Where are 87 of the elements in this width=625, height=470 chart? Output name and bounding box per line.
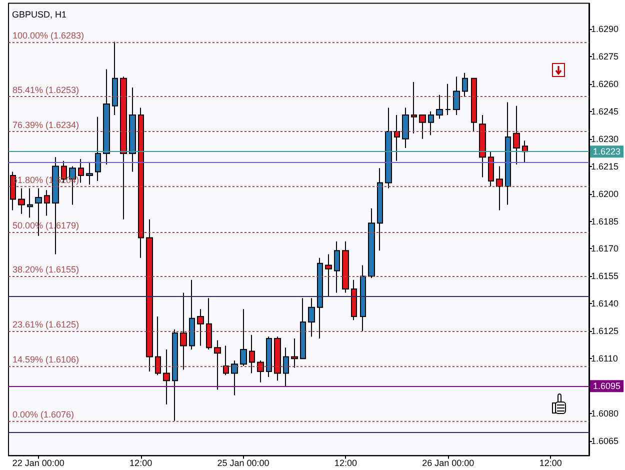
candlestick <box>351 279 357 321</box>
ref-line-label: 100.00% (1.6283) <box>12 30 84 40</box>
candlestick <box>411 82 417 134</box>
candlestick <box>283 347 289 387</box>
candlestick <box>488 151 494 187</box>
candlestick <box>172 328 178 422</box>
y-tick-label: 1.6245 <box>591 106 619 116</box>
y-tick-label: 1.6200 <box>591 188 619 199</box>
ref-line-label: 85.41% (1.6253) <box>12 85 80 96</box>
candlestick <box>155 316 161 376</box>
y-tick-label: 1.6230 <box>591 134 619 144</box>
candlestick <box>513 105 520 165</box>
x-tick-label: 26 Jan 00:00 <box>422 458 474 468</box>
x-tick-label: 12:00 <box>539 458 562 468</box>
ref-line-label: 38.20% (1.6155) <box>12 264 80 275</box>
candlestick <box>27 188 33 218</box>
candlestick <box>522 140 528 164</box>
y-tick-label: 1.6065 <box>591 436 619 446</box>
x-tick-label: 25 Jan 00:00 <box>217 458 270 468</box>
ref-line-label: 1.6095 <box>593 381 621 392</box>
candlestick <box>300 298 306 360</box>
candlestick <box>206 298 212 350</box>
candlestick <box>197 308 204 346</box>
candlestick <box>231 360 238 396</box>
candlestick <box>496 166 503 211</box>
candlestick <box>249 334 255 374</box>
candlestick <box>78 158 84 184</box>
candlestick <box>479 114 486 178</box>
ref-line-label: 23.61% (1.6125) <box>12 320 80 330</box>
candlestick <box>462 72 468 98</box>
candlestick <box>325 254 332 297</box>
candlestick <box>274 336 281 382</box>
candlestick <box>291 338 298 368</box>
candlestick <box>138 107 144 258</box>
y-tick-label: 1.6185 <box>591 216 619 226</box>
x-tick-label: 12:00 <box>130 458 152 468</box>
candlestick <box>214 340 221 390</box>
x-tick-label: 22 Jan 00:00 <box>12 458 64 468</box>
candlestick <box>223 345 229 376</box>
candlestick <box>95 116 101 182</box>
candlestick <box>334 240 340 294</box>
candlestick <box>368 208 375 279</box>
candlestick <box>266 336 272 378</box>
y-tick-label: 1.6125 <box>591 326 619 336</box>
y-tick-label: 1.6155 <box>591 271 619 282</box>
candlestick <box>471 78 477 132</box>
ref-line-label: 1.6223 <box>593 146 621 157</box>
candlestick <box>103 68 110 165</box>
ref-line-label: 0.00% (1.6076) <box>12 409 74 420</box>
candlestick <box>240 308 247 366</box>
candlestick <box>308 298 315 338</box>
candlestick <box>360 264 366 332</box>
candlestick <box>146 218 153 372</box>
candlestick <box>445 83 451 116</box>
candlestick <box>257 360 264 383</box>
y-tick-label: 1.6290 <box>591 24 619 34</box>
y-tick-label: 1.6215 <box>591 161 619 172</box>
y-tick-label: 1.6140 <box>591 298 619 309</box>
candlestick <box>402 107 409 148</box>
candlestick <box>394 114 400 162</box>
candlestick <box>163 348 170 405</box>
candlestick <box>120 76 127 220</box>
candlestick <box>505 102 511 206</box>
candlestick <box>419 114 426 140</box>
candlestick <box>342 240 349 294</box>
candlestick <box>436 94 443 120</box>
candlestick <box>44 190 50 216</box>
candlestick <box>453 76 460 116</box>
candlestick <box>18 188 25 214</box>
candlestick <box>129 87 136 172</box>
y-tick-label: 1.6260 <box>591 78 619 89</box>
y-tick-label: 1.6110 <box>591 354 618 364</box>
candlestick <box>317 257 323 339</box>
candlestick <box>377 168 383 252</box>
x-tick-label: 12:00 <box>334 458 357 468</box>
ref-line-label: 14.59% (1.6106) <box>12 354 80 364</box>
ref-line-label: 76.39% (1.6234) <box>12 120 80 130</box>
y-tick-label: 1.6275 <box>591 51 619 62</box>
text: GBPUSD, H1 <box>12 10 67 20</box>
candlestick <box>385 107 392 189</box>
y-tick-label: 1.6080 <box>591 408 619 419</box>
candlestick <box>428 110 434 136</box>
y-tick-label: 1.6170 <box>591 244 619 254</box>
candlestick <box>189 279 195 350</box>
candlestick <box>112 41 118 116</box>
candlestick <box>86 162 93 186</box>
candlestick <box>180 292 187 370</box>
